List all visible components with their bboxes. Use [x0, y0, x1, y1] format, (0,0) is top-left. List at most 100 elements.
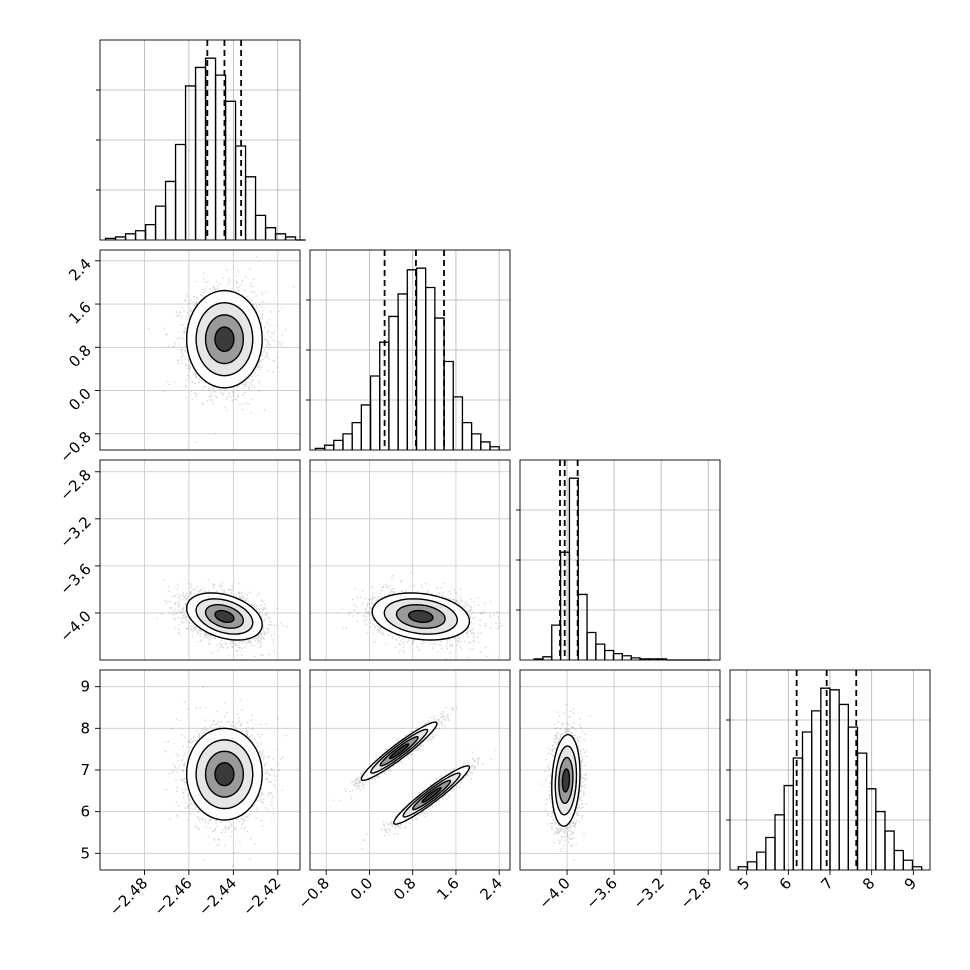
histogram-bar: [224, 100, 237, 240]
histogram-bar: [480, 441, 491, 450]
density-contour: [388, 743, 410, 760]
pair-panel-content: [100, 460, 300, 660]
histogram-bar: [274, 233, 287, 240]
histogram-bar: [586, 631, 597, 660]
pair-panel-2-3: [519, 669, 721, 871]
histogram-bar: [811, 710, 822, 870]
histogram-bar: [425, 286, 436, 450]
histogram-bar: [114, 236, 127, 240]
histogram-bar: [489, 446, 500, 450]
y-tick-label: 7: [80, 761, 90, 779]
pair-panel-1-3: [309, 669, 511, 871]
y-tick-label: −3.6: [56, 560, 94, 598]
histogram-bar: [902, 859, 914, 870]
pair-panel-content: [520, 670, 720, 870]
density-contour: [421, 787, 442, 803]
histogram-bar: [415, 267, 427, 450]
pair-panel-content: [310, 460, 510, 660]
x-tick-label: 2.4: [476, 874, 506, 904]
panel-frame: [99, 39, 301, 241]
histogram-bar: [144, 223, 157, 240]
histogram-bar: [184, 85, 197, 240]
pair-panel-0-1: [99, 249, 301, 451]
panel-frame: [519, 459, 721, 661]
histogram-bar: [612, 653, 624, 660]
histogram-bar: [342, 433, 353, 450]
pair-panel-1-2: [309, 459, 511, 661]
histogram-bar: [174, 143, 187, 240]
histogram-bar: [893, 849, 904, 870]
density-contour: [214, 326, 235, 353]
density-contour: [214, 609, 235, 623]
histogram-bar: [595, 643, 606, 660]
panel-frame: [99, 249, 301, 451]
y-tick-label: 2.4: [65, 255, 95, 285]
x-tick-label: 8: [859, 874, 878, 893]
histogram-bar: [333, 439, 344, 450]
histogram-panel-3: [726, 669, 931, 871]
pair-panel-content: [310, 670, 510, 870]
y-tick-label: 0.8: [65, 341, 95, 371]
y-tick-label: −2.8: [56, 466, 94, 504]
histogram-bar: [774, 814, 785, 870]
x-tick-label: −2.46: [150, 874, 195, 919]
density-contour: [407, 609, 434, 624]
histogram-bar: [621, 655, 632, 660]
histogram-bar: [369, 375, 381, 450]
histogram-bar: [461, 421, 473, 450]
histogram-bar: [604, 649, 615, 660]
histogram-bar: [244, 176, 257, 240]
histogram-bar: [756, 851, 767, 870]
x-tick-label: −3.2: [630, 874, 668, 912]
histogram-bar: [783, 784, 794, 870]
x-tick-label: −2.48: [106, 874, 151, 919]
histogram-bar: [801, 731, 813, 870]
x-tick-label: 1.6: [433, 874, 463, 904]
histogram-bar: [194, 66, 207, 240]
y-tick-label: 8: [80, 719, 90, 737]
y-tick-label: 6: [80, 803, 90, 821]
pair-panel-0-2: [99, 459, 301, 661]
panel-frame: [309, 459, 511, 661]
y-tick-label: −3.2: [56, 513, 94, 551]
x-tick-label: 7: [817, 874, 836, 893]
x-tick-label: −2.44: [195, 874, 240, 919]
histogram-bar: [765, 836, 776, 870]
x-tick-label: −0.8: [295, 874, 333, 912]
histogram-bar: [792, 757, 804, 870]
x-tick-label: 0.0: [347, 874, 377, 904]
histogram-bar: [254, 214, 267, 240]
histogram-bar: [542, 656, 553, 660]
histogram-bar: [737, 866, 749, 870]
y-tick-label: −0.8: [56, 428, 94, 466]
histogram-bar: [443, 360, 454, 450]
x-tick-label: −2.8: [677, 874, 715, 912]
histogram-bar: [124, 233, 137, 240]
histogram-bar: [847, 726, 859, 870]
y-tick-label: 9: [80, 678, 90, 696]
x-tick-label: 9: [901, 874, 920, 893]
histogram-bar: [866, 788, 877, 870]
pair-panel-content: [100, 670, 300, 870]
histogram-bar: [829, 689, 840, 870]
histogram-panel-2: [516, 459, 721, 661]
density-contour: [561, 768, 571, 793]
histogram-bar: [838, 703, 849, 870]
panel-frame: [519, 669, 721, 871]
panel-frame: [99, 459, 301, 661]
histogram-bar: [884, 830, 895, 870]
histogram-bar: [856, 752, 868, 870]
histogram-bar: [911, 866, 923, 870]
panel-frame: [309, 249, 511, 451]
y-tick-label: 0.0: [65, 385, 95, 415]
histogram-bar: [397, 293, 408, 450]
histogram-bar: [820, 687, 831, 870]
x-tick-label: −2.42: [239, 874, 284, 919]
histogram-panel-1: [306, 249, 511, 451]
histogram-bar: [470, 433, 482, 450]
x-tick-label: −4.0: [535, 874, 573, 912]
x-tick-label: 6: [776, 874, 795, 893]
density-contour: [214, 761, 235, 787]
histogram-panel-0: [96, 39, 306, 241]
pair-panel-0-3: [99, 669, 301, 871]
